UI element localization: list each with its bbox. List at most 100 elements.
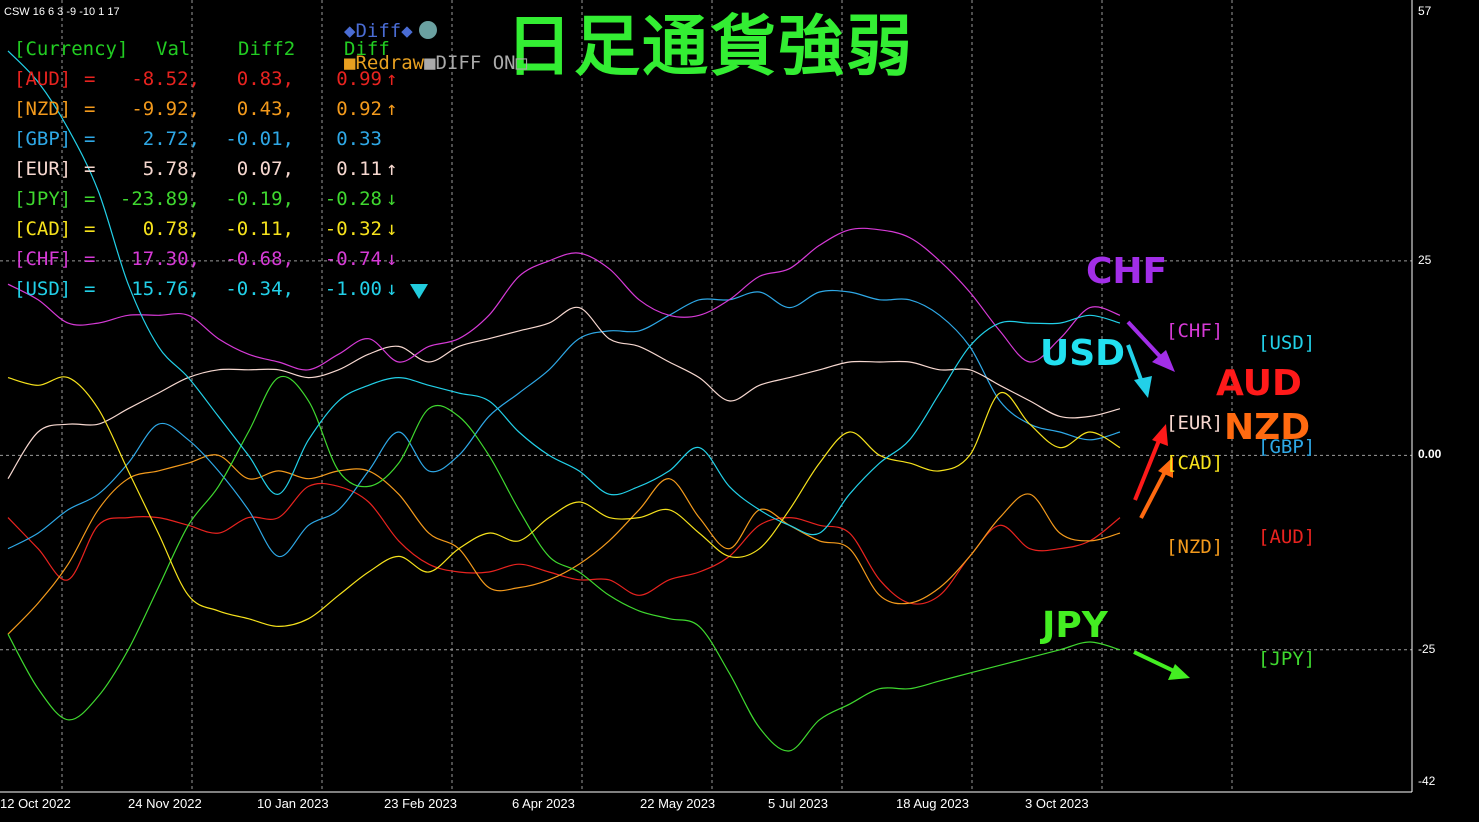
indicator-name: CSW 16 6 3 -9 -10 1 17	[4, 6, 120, 18]
jpy-arrow-head	[1168, 664, 1190, 680]
series-line-eur	[7, 306, 1121, 480]
cell-ccy: [USD]	[14, 278, 72, 300]
y-tick-label: 0.00	[1418, 447, 1442, 462]
x-tick-label: 23 Feb 2023	[384, 796, 458, 811]
end-label-jpy: [JPY]	[1258, 648, 1316, 670]
usd-arrow	[1126, 344, 1145, 386]
x-tick-label: 22 May 2023	[640, 796, 716, 811]
cell-val: -9.92,	[131, 98, 200, 120]
cell-eq: =	[84, 68, 96, 90]
cell-diff: 0.11	[336, 158, 382, 180]
cell-diff: -0.28	[324, 188, 382, 210]
x-tick-label: 3 Oct 2023	[1025, 796, 1089, 811]
x-tick-label: 18 Aug 2023	[896, 796, 970, 811]
cell-diff2: -0.19,	[225, 188, 294, 210]
series-line-cad	[7, 376, 1121, 628]
status-circle-icon	[418, 21, 437, 39]
cell-ccy: [AUD]	[14, 68, 72, 90]
cell-diff: 0.33	[336, 128, 382, 150]
cell-ccy: [JPY]	[14, 188, 72, 210]
annotation-jpy: JPY	[1042, 605, 1108, 646]
cell-diff: -0.32	[324, 218, 382, 240]
end-label-chf: [CHF]	[1166, 320, 1224, 342]
annotation-usd: USD	[1040, 333, 1126, 374]
series-line-chf	[7, 227, 1121, 371]
cell-diff: -1.00	[324, 278, 382, 300]
annotation-aud: AUD	[1216, 363, 1302, 404]
end-label-usd: [USD]	[1258, 332, 1316, 354]
cell-val: -8.52,	[131, 68, 200, 90]
chf-arrow-head	[1152, 350, 1175, 372]
y-tick-label: -25	[1418, 641, 1436, 656]
cell-diff2: -0.11,	[225, 218, 294, 240]
cell-ccy: [CAD]	[14, 218, 72, 240]
jpy-arrow	[1133, 650, 1177, 674]
x-tick-label: 6 Apr 2023	[512, 796, 575, 811]
cell-ccy: [CHF]	[14, 248, 72, 270]
header-currency: [Currency]	[14, 38, 129, 60]
nzd-arrow	[1139, 469, 1168, 519]
aud-arrow	[1133, 437, 1162, 501]
header-diff: Diff	[344, 38, 390, 60]
series-line-usd	[7, 50, 1121, 536]
end-label-nzd: [NZD]	[1166, 536, 1224, 558]
cell-diff2: 0.83,	[236, 68, 294, 90]
cell-arrow: ↑	[386, 98, 398, 120]
cell-val: 2.72,	[142, 128, 200, 150]
cell-val: 5.78,	[142, 158, 200, 180]
y-tick-label: -42	[1418, 774, 1436, 788]
cell-diff2: -0.34,	[225, 278, 294, 300]
cell-eq: =	[84, 128, 96, 150]
cell-arrow: ↑	[386, 158, 398, 180]
diff-button-label: ◆Diff◆	[344, 20, 413, 42]
cell-diff: 0.92	[336, 98, 382, 120]
cell-diff: 0.99	[336, 68, 382, 90]
cell-arrow: ↓	[386, 188, 398, 210]
cell-ccy: [GBP]	[14, 128, 72, 150]
cell-eq: =	[84, 98, 96, 120]
cell-diff2: 0.07,	[236, 158, 294, 180]
cell-diff: -0.74	[324, 248, 382, 270]
cell-eq: =	[84, 158, 96, 180]
x-tick-label: 12 Oct 2022	[0, 796, 71, 811]
chart-title: 日足通貨強弱	[506, 8, 914, 85]
series-line-gbp	[7, 289, 1121, 558]
cell-arrow: ↓	[386, 218, 398, 240]
x-tick-label: 10 Jan 2023	[257, 796, 329, 811]
series-line-nzd	[7, 454, 1121, 635]
cell-eq: =	[84, 248, 96, 270]
cell-eq: =	[84, 278, 96, 300]
cell-diff2: -0.01,	[225, 128, 294, 150]
end-label-cad: [CAD]	[1166, 452, 1224, 474]
x-tick-label: 5 Jul 2023	[768, 796, 828, 811]
end-label-aud: [AUD]	[1258, 526, 1316, 548]
y-tick-label: 25	[1418, 252, 1432, 267]
diff-button[interactable]: ◆Diff◆	[344, 20, 437, 42]
cell-val: 0.78,	[142, 218, 200, 240]
diff-onoff-toggle[interactable]: ■DIFF ON□	[424, 52, 528, 74]
cell-arrow: ↓	[386, 278, 398, 300]
end-label-eur: [EUR]	[1166, 412, 1224, 434]
series-lines	[7, 50, 1121, 752]
aud-arrow-head	[1152, 424, 1168, 446]
usd-arrow-head	[1134, 376, 1152, 398]
x-tick-label: 24 Nov 2022	[128, 796, 202, 811]
series-line-jpy	[7, 375, 1121, 752]
cell-arrow: ↑	[386, 68, 398, 90]
cell-ccy: [EUR]	[14, 158, 72, 180]
annotation-chf: CHF	[1086, 251, 1168, 292]
redraw-controls: ■Redraw■DIFF ON□	[344, 52, 527, 74]
header-val: Val	[156, 38, 191, 60]
table-header: [Currency] Val Diff2 Diff	[14, 38, 390, 64]
end-label-gbp: [GBP]	[1258, 436, 1316, 458]
nzd-arrow-head	[1158, 457, 1173, 478]
cell-val: 17.30,	[131, 248, 200, 270]
cell-arrow: ↓	[386, 248, 398, 270]
cell-diff2: 0.43,	[236, 98, 294, 120]
redraw-button[interactable]: ■Redraw	[344, 52, 425, 74]
header-diff2: Diff2	[238, 38, 296, 60]
cell-val: 15.76,	[131, 278, 200, 300]
annotation-nzd: NZD	[1224, 407, 1311, 448]
annotation-arrows	[1126, 320, 1190, 680]
